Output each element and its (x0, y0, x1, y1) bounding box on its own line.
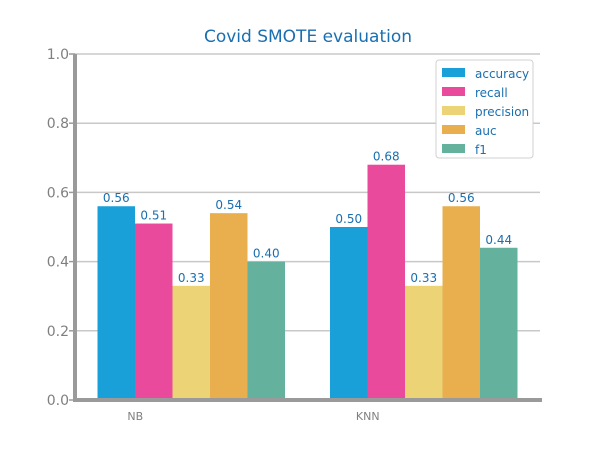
bar-accuracy-nb (97, 206, 135, 400)
y-tick-label: 0.0 (47, 393, 69, 409)
legend-swatch-accuracy (442, 68, 465, 77)
y-tick-label: 1.0 (47, 47, 69, 63)
data-label: 0.51 (140, 209, 167, 223)
bar-recall-knn (367, 164, 405, 400)
data-label: 0.68 (373, 150, 400, 164)
bar-f1-nb (247, 261, 285, 400)
data-label: 0.44 (485, 233, 512, 247)
x-tick-label: NB (127, 410, 143, 423)
data-label: 0.33 (410, 271, 437, 285)
legend-swatch-f1 (442, 144, 465, 153)
data-label: 0.40 (253, 247, 280, 261)
data-label: 0.33 (178, 271, 205, 285)
axes: 0.0 0.2 0.4 0.6 0.8 1.0 NB KNN (47, 47, 542, 423)
legend: accuracy recall precision auc f1 (435, 59, 534, 159)
bar-accuracy-knn (330, 227, 368, 400)
bar-auc-nb (210, 213, 248, 400)
data-label: 0.56 (103, 191, 130, 205)
y-tick-label: 0.6 (47, 185, 69, 201)
data-label: 0.50 (335, 212, 362, 226)
y-tick-label: 0.2 (47, 324, 69, 340)
y-tick-label: 0.4 (47, 255, 69, 271)
bar-precision-nb (172, 285, 210, 400)
legend-label: accuracy (475, 67, 529, 81)
chart-title: Covid SMOTE evaluation (204, 27, 412, 47)
legend-label: auc (475, 124, 497, 138)
bar-recall-nb (135, 223, 173, 400)
data-label: 0.56 (448, 191, 475, 205)
legend-label: recall (475, 86, 508, 100)
legend-swatch-recall (442, 87, 465, 96)
legend-swatch-auc (442, 125, 465, 134)
bar-precision-knn (405, 285, 443, 400)
legend-label: f1 (475, 143, 487, 157)
legend-swatch-precision (442, 106, 465, 115)
bar-f1-knn (480, 247, 518, 400)
x-tick-label: KNN (356, 410, 380, 423)
data-label: 0.54 (215, 198, 242, 212)
bar-auc-knn (442, 206, 480, 400)
bars: 0.56 0.51 0.33 0.54 0.40 0.50 0.68 0.33 0.56 0.44 (97, 150, 518, 400)
y-tick-label: 0.8 (47, 116, 69, 132)
legend-label: precision (475, 105, 529, 119)
